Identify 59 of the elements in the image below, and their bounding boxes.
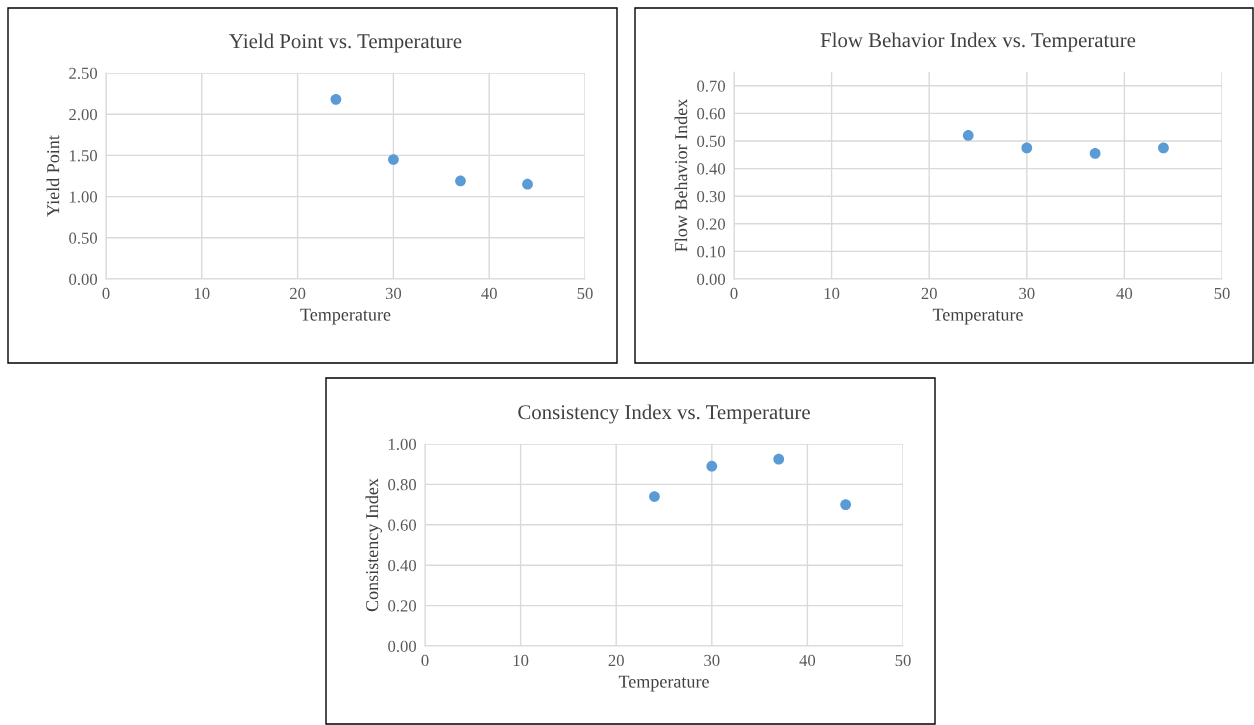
y-tick-label: 0.50	[697, 135, 726, 148]
point	[1089, 148, 1101, 159]
chart-title: Flow Behavior Index vs. Temperature	[820, 32, 1136, 52]
x-tick-label: 40	[1116, 287, 1133, 300]
x-axis-title: Temperature	[932, 308, 1023, 325]
point	[1021, 142, 1033, 154]
point	[1158, 142, 1169, 154]
y-tick-label: 0.60	[697, 108, 726, 120]
y-tick-label: 0.80	[388, 479, 417, 491]
point	[388, 154, 399, 165]
y-tick-label: 0.00	[388, 640, 417, 653]
point	[649, 491, 660, 502]
point	[962, 130, 974, 141]
x-tick-label: 30	[704, 654, 720, 667]
x-tick-label: 0	[102, 287, 110, 300]
y-tick-label: 0.70	[697, 80, 726, 92]
y-tick-label: 1.50	[69, 150, 98, 162]
y-tick-label: 0.20	[697, 218, 726, 230]
y-tick-label: 0.00	[697, 273, 726, 286]
y-tick-label: 1.00	[388, 438, 417, 451]
point	[840, 499, 852, 510]
y-tick-label: 0.00	[69, 273, 98, 286]
chart-title: Yield Point vs. Temperature	[229, 33, 462, 53]
x-axis-title: Temperature	[300, 308, 391, 325]
x-tick-label: 50	[577, 287, 593, 300]
x-tick-label: 0	[730, 287, 738, 300]
x-tick-label: 10	[513, 654, 529, 667]
y-tick-label: 0.30	[697, 190, 726, 203]
y-tick-label: 0.40	[388, 559, 417, 572]
x-tick-label: 10	[194, 287, 210, 300]
point	[706, 460, 718, 472]
x-axis-title: Temperature	[618, 675, 709, 692]
y-tick-label: 0.20	[388, 600, 417, 612]
chart-title: Consistency Index vs. Temperature	[518, 404, 810, 424]
x-tick-label: 50	[895, 654, 911, 667]
y-tick-label: 1.00	[69, 191, 98, 203]
x-tick-label: 20	[608, 654, 624, 667]
point	[455, 175, 466, 187]
y-axis-title: Flow Behavior Index	[674, 99, 688, 252]
y-axis-title: Consistency Index	[365, 478, 382, 612]
x-tick-label: 20	[290, 287, 306, 300]
point	[773, 453, 785, 465]
x-tick-label: 10	[824, 287, 840, 300]
x-tick-label: 30	[385, 287, 402, 300]
y-tick-label: 0.40	[697, 163, 726, 175]
y-tick-label: 0.10	[697, 246, 726, 258]
y-tick-label: 0.50	[69, 232, 98, 244]
x-tick-label: 40	[799, 654, 816, 667]
point	[330, 93, 342, 105]
x-tick-label: 20	[921, 287, 937, 300]
y-tick-label: 2.00	[69, 108, 98, 121]
x-tick-label: 30	[1019, 287, 1035, 300]
point	[522, 178, 533, 190]
y-axis-title: Yield Point	[46, 135, 60, 217]
y-tick-label: 2.50	[69, 67, 98, 80]
x-tick-label: 50	[1214, 287, 1230, 300]
x-tick-label: 0	[421, 654, 429, 667]
y-tick-label: 0.60	[388, 519, 417, 531]
x-tick-label: 40	[481, 287, 497, 300]
